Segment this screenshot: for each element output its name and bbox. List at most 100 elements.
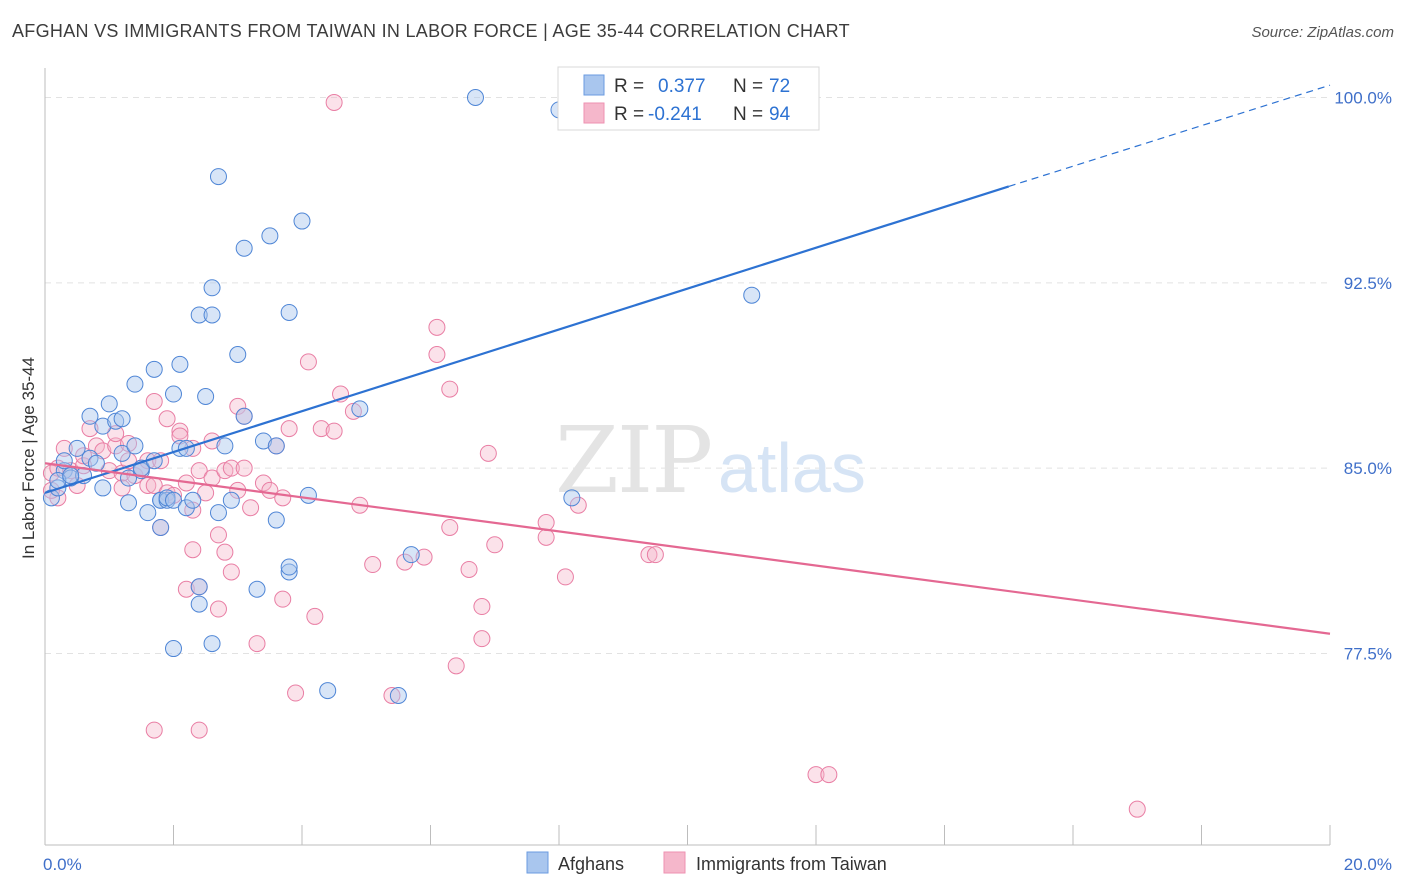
afghans-point bbox=[62, 467, 80, 485]
y-tick-label: 85.0% bbox=[1344, 459, 1392, 478]
taiwan-point bbox=[203, 432, 221, 450]
afghans-trend-line bbox=[44, 185, 1010, 494]
taiwan-point bbox=[383, 687, 401, 705]
afghans-point bbox=[81, 407, 99, 425]
afghans-point bbox=[94, 479, 112, 497]
taiwan-point bbox=[460, 560, 478, 578]
taiwan-point bbox=[479, 444, 497, 462]
y-axis-label: In Labor Force | Age 35-44 bbox=[19, 357, 38, 559]
taiwan-point bbox=[248, 635, 266, 653]
taiwan-point bbox=[428, 318, 446, 336]
taiwan-point bbox=[325, 422, 343, 440]
taiwan-point bbox=[312, 420, 330, 438]
afghans-point bbox=[120, 494, 138, 512]
taiwan-point bbox=[820, 766, 838, 784]
taiwan-point bbox=[190, 462, 208, 480]
afghans-point bbox=[113, 444, 131, 462]
afghans-point bbox=[113, 410, 131, 428]
afghans-point bbox=[216, 437, 234, 455]
legend-swatch-afghans bbox=[583, 74, 605, 96]
afghans-point bbox=[267, 511, 285, 529]
y-tick-label: 100.0% bbox=[1334, 89, 1392, 108]
taiwan-point bbox=[177, 580, 195, 598]
afghans-point bbox=[139, 504, 157, 522]
trend-lines bbox=[44, 84, 1331, 635]
afghans-point bbox=[203, 635, 221, 653]
taiwan-point bbox=[299, 353, 317, 371]
taiwan-point bbox=[807, 766, 825, 784]
legend-n-label: N = bbox=[733, 104, 763, 125]
afghans-point bbox=[126, 437, 144, 455]
legend-swatch-taiwan bbox=[583, 102, 605, 124]
taiwan-point bbox=[222, 459, 240, 477]
afghans-point bbox=[203, 279, 221, 297]
afghans-point bbox=[319, 682, 337, 700]
afghans-point bbox=[184, 491, 202, 509]
afghans-point bbox=[171, 355, 189, 373]
afghans-point bbox=[267, 437, 285, 455]
afghans-point bbox=[165, 491, 182, 509]
afghans-point bbox=[402, 546, 420, 564]
afghans-point bbox=[351, 400, 369, 418]
tick-labels: 77.5% 85.0% 92.5% 100.0% 0.0% 20.0% bbox=[43, 89, 1392, 875]
legend-r-label: R = bbox=[614, 76, 644, 97]
taiwan-point bbox=[280, 420, 298, 438]
afghans-point bbox=[293, 212, 311, 230]
afghans-point bbox=[209, 504, 227, 522]
taiwan-point bbox=[274, 590, 292, 608]
taiwan-point bbox=[216, 543, 234, 561]
taiwan-point bbox=[486, 536, 504, 554]
afghans-point bbox=[87, 454, 105, 472]
legend-item-afghans: Afghans bbox=[558, 854, 624, 874]
chart-title: AFGHAN VS IMMIGRANTS FROM TAIWAN IN LABO… bbox=[12, 21, 850, 41]
taiwan-point bbox=[325, 93, 343, 111]
taiwan-point bbox=[441, 380, 459, 398]
afghans-point bbox=[126, 375, 144, 393]
taiwan-point bbox=[537, 528, 555, 546]
source-label: Source: ZipAtlas.com bbox=[1251, 24, 1394, 41]
afghans-point bbox=[563, 489, 581, 507]
axes bbox=[44, 68, 1331, 846]
legend-r-value: 0.377 bbox=[658, 76, 706, 97]
x-tick-label: 20.0% bbox=[1344, 855, 1392, 874]
afghans-point bbox=[209, 168, 227, 186]
afghans-point bbox=[280, 563, 298, 581]
taiwan-point bbox=[447, 657, 465, 675]
taiwan-point bbox=[222, 563, 240, 581]
afghans-point bbox=[197, 388, 215, 406]
afghans-point bbox=[190, 595, 208, 613]
legend-n-label: N = bbox=[733, 76, 763, 97]
afghans-point bbox=[466, 89, 484, 106]
taiwan-point bbox=[55, 439, 73, 457]
y-tick-label: 92.5% bbox=[1344, 274, 1392, 293]
taiwan-point bbox=[640, 546, 658, 564]
taiwan-point bbox=[242, 499, 260, 517]
afghans-point bbox=[280, 558, 298, 576]
legend-item-taiwan: Immigrants from Taiwan bbox=[696, 854, 887, 874]
afghans-point bbox=[94, 417, 112, 435]
afghans-point bbox=[743, 286, 761, 304]
legend-r-label: R = bbox=[614, 104, 644, 125]
afghans-point bbox=[145, 360, 163, 378]
y-tick-label: 77.5% bbox=[1344, 645, 1392, 664]
afghans-trend-extension bbox=[1008, 84, 1331, 188]
watermark-atlas: atlas bbox=[718, 429, 866, 507]
legend-item-afghans-swatch bbox=[526, 851, 549, 874]
afghans-point bbox=[389, 687, 407, 705]
x-tick-label: 0.0% bbox=[43, 855, 82, 874]
afghans-point bbox=[235, 239, 253, 257]
taiwan-point bbox=[209, 600, 227, 618]
taiwan-point bbox=[145, 721, 163, 739]
taiwan-point bbox=[473, 598, 491, 616]
afghans-point bbox=[203, 306, 221, 324]
taiwan-point bbox=[107, 425, 125, 443]
afghans-point bbox=[100, 395, 118, 413]
stats-legend: R = 0.377 N = 72 R = -0.241 N = 94 bbox=[557, 66, 820, 131]
taiwan-point bbox=[171, 422, 189, 440]
taiwan-point bbox=[441, 518, 459, 536]
taiwan-point bbox=[646, 546, 664, 564]
legend-r-value: -0.241 bbox=[648, 104, 702, 125]
taiwan-point bbox=[184, 541, 202, 559]
taiwan-point bbox=[235, 459, 253, 477]
